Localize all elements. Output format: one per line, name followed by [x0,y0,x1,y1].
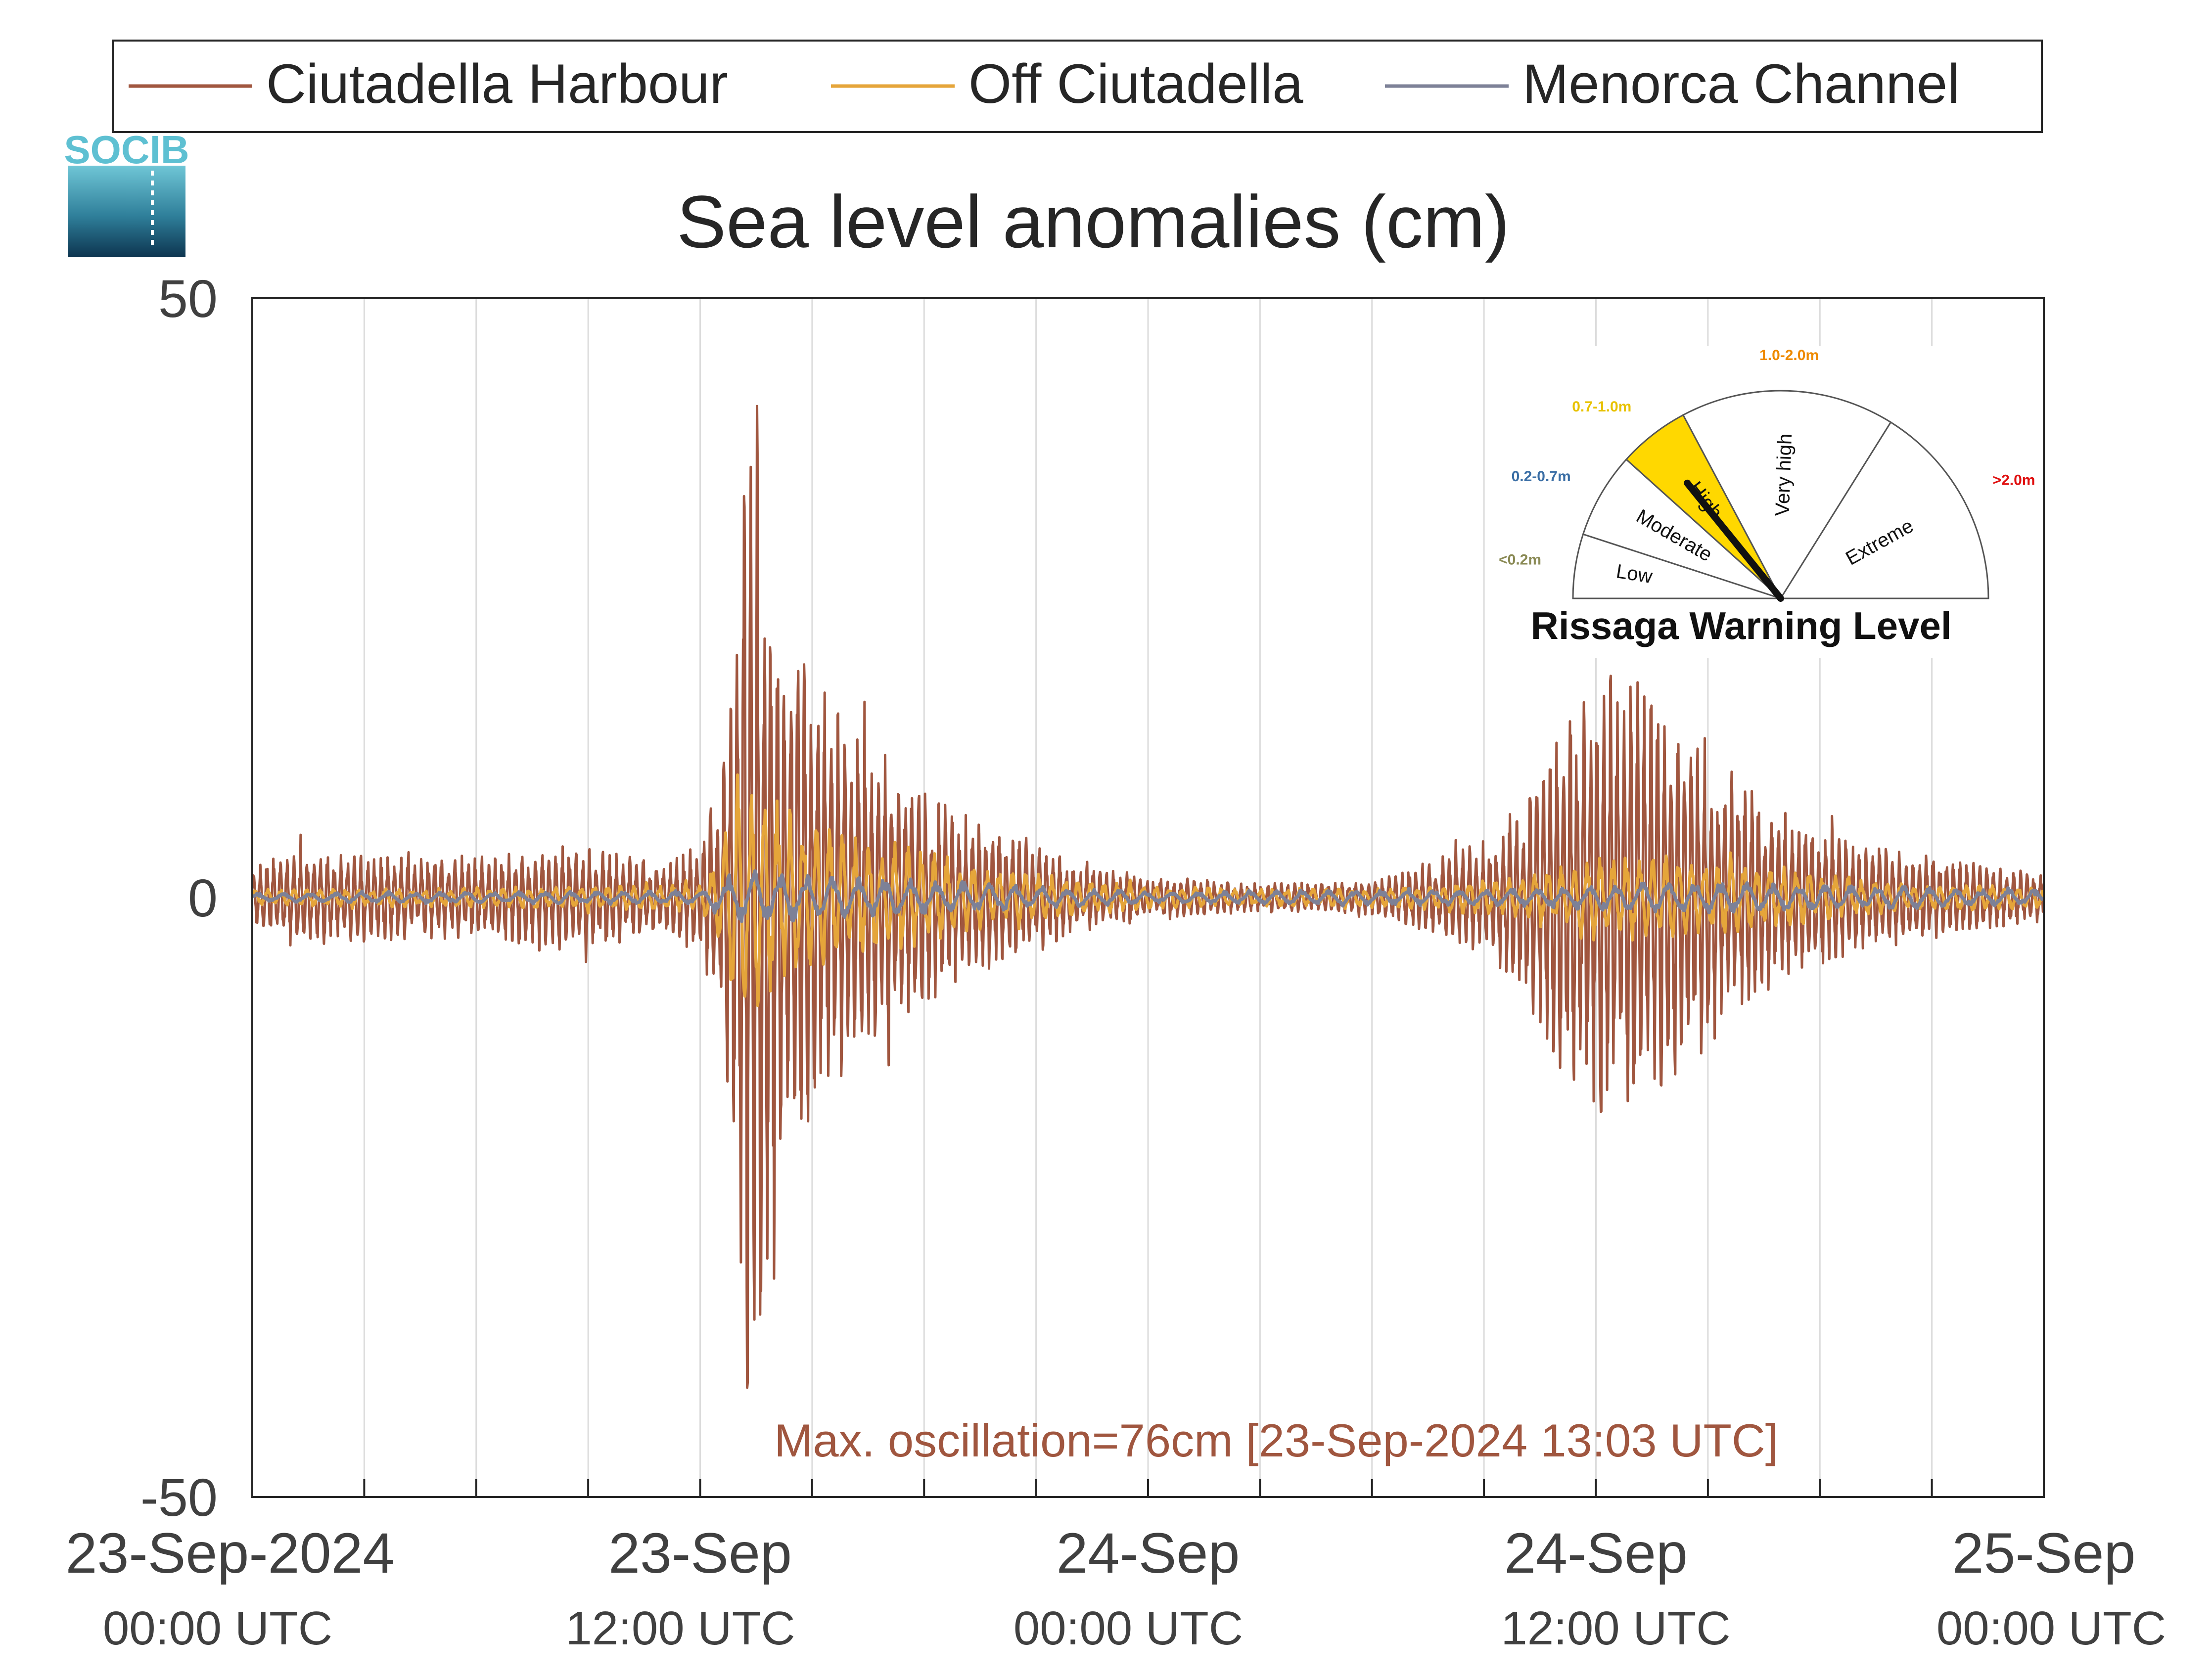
socib-logo: SOCIB [64,128,189,257]
legend-label: Menorca Channel [1522,53,1960,115]
x-tick-marks [251,1479,2045,1497]
gauge-needle [1684,479,1784,602]
gauge-sector-label: Very high [1771,433,1796,516]
legend-label: Ciutadella Harbour [266,53,728,115]
x-tick-label: 25-Sep [1952,1522,2136,1585]
series-line [251,773,2044,1007]
series-line [251,869,2044,923]
x-tick-labels: 23-Sep-2024 00:00 UTC 23-Sep 12:00 UTC 24-Se… [66,1522,2166,1655]
gauge-sector [1779,421,1989,599]
max-oscillation-annotation: Max. oscillation=76cm [23-Sep-2024 13:03… [774,1414,1778,1466]
gauge-sector [1682,390,1892,600]
gauge-range-label: 1.0-2.0m [1759,347,1819,363]
x-tick-label: 23-Sep-2024 [66,1522,395,1585]
legend: Ciutadella Harbour Off Ciutadella Menorca … [112,40,2043,133]
y-tick-label: 50 [158,269,218,328]
y-tick-labels: 50 0 -50 [140,269,218,1527]
gauge-range-label: 0.2-0.7m [1512,468,1571,485]
rissaga-warning-gauge: Low<0.2mModerate0.2-0.7mHigh0.7-1.0mVery… [1494,346,2035,658]
legend-entries: Ciutadella Harbour Off Ciutadella Menorca … [129,53,1960,115]
logo-text: SOCIB [64,128,189,172]
x-tick-sublabel: 00:00 UTC [103,1602,332,1655]
gauge-needle-line [1684,479,1784,602]
gauge-title: Rissaga Warning Level [1530,604,1951,647]
y-tick-label: 0 [188,868,218,928]
gauge-range-label: >2.0m [1993,472,2035,488]
chart-title: Sea level anomalies (cm) [677,180,1510,263]
x-tick-label: 23-Sep [608,1522,792,1585]
series-layer [251,405,2045,1389]
y-tick-label: -50 [140,1467,218,1527]
x-tick-sublabel: 12:00 UTC [565,1602,795,1655]
x-tick-label: 24-Sep [1504,1522,1688,1585]
gauge-range-label: 0.7-1.0m [1572,399,1631,415]
gauge-sector [1582,458,1782,599]
legend-label: Off Ciutadella [968,53,1303,115]
logo-gradient-block [68,166,185,257]
x-tick-sublabel: 00:00 UTC [1014,1602,1243,1655]
x-tick-sublabel: 12:00 UTC [1501,1602,1730,1655]
legend-box [112,40,2043,133]
gauge-range-label: <0.2m [1499,551,1541,568]
x-tick-label: 24-Sep [1057,1522,1240,1585]
x-tick-sublabel: 00:00 UTC [1936,1602,2166,1655]
